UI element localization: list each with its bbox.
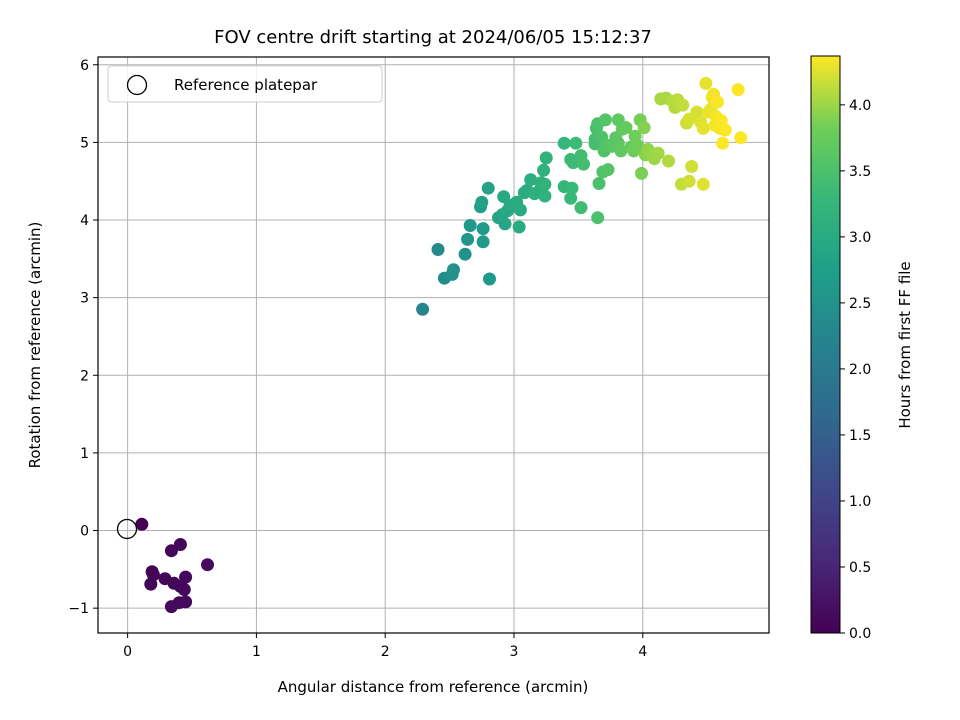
scatter-point — [716, 136, 730, 150]
y-axis-ticks: −1 0 1 2 3 4 5 6 — [68, 58, 98, 617]
scatter-point — [651, 146, 665, 160]
scatter-point — [483, 272, 496, 286]
scatter-point — [498, 217, 512, 231]
scatter-point — [179, 595, 193, 609]
scatter-point — [173, 538, 187, 551]
scatter-point — [637, 121, 651, 135]
x-axis-label: Angular distance from reference (arcmin) — [278, 678, 589, 696]
scatter-point — [513, 203, 527, 217]
x-tick-label: 3 — [510, 644, 519, 660]
y-tick-label: 6 — [80, 58, 89, 74]
scatter-point — [699, 76, 713, 90]
scatter-point — [696, 121, 710, 135]
scatter-point — [731, 83, 745, 97]
scatter-point — [619, 121, 633, 135]
colorbar-tick-label: 1.0 — [849, 494, 871, 510]
scatter-point — [685, 160, 699, 173]
colorbar-tick-label: 0.5 — [849, 560, 871, 576]
scatter-point — [662, 154, 675, 168]
scatter-point — [690, 105, 704, 119]
colorbar — [810, 55, 841, 634]
plot-frame — [97, 56, 770, 634]
x-tick-label: 2 — [381, 644, 390, 660]
y-tick-label: 0 — [80, 524, 89, 540]
y-tick-label: −1 — [68, 601, 89, 617]
colorbar-label: Hours from first FF file — [896, 261, 914, 428]
scatter-point — [135, 517, 149, 531]
x-tick-label: 4 — [638, 644, 647, 660]
scatter-point — [734, 131, 748, 145]
colorbar-tick-label: 0.0 — [849, 626, 871, 642]
scatter-point — [711, 95, 724, 109]
scatter-point — [177, 583, 191, 596]
scatter-point — [461, 232, 475, 246]
legend-box — [107, 65, 383, 103]
scatter-point — [635, 166, 648, 180]
x-tick-label: 0 — [123, 644, 132, 660]
scatter-point — [201, 558, 214, 572]
legend-marker-icon — [126, 74, 148, 96]
scatter-point — [463, 219, 477, 232]
legend-entry-reference: Reference platepar — [174, 76, 318, 94]
colorbar-tick-label: 1.5 — [849, 428, 871, 444]
colorbar-tick-label: 2.0 — [849, 362, 871, 378]
scatter-point — [179, 570, 193, 584]
scatter-point — [592, 177, 606, 190]
scatter-point — [598, 113, 612, 127]
scatter-point — [431, 243, 445, 256]
scatter-point — [557, 136, 571, 150]
scatter-point — [696, 177, 710, 191]
scatter-point — [631, 139, 645, 152]
scatter-point — [539, 151, 553, 165]
scatter-point — [591, 211, 605, 225]
colorbar-tick-label: 3.0 — [849, 230, 871, 246]
scatter-point — [577, 157, 590, 171]
scatter-point — [416, 302, 430, 316]
x-tick-label: 1 — [252, 644, 261, 660]
scatter-point — [481, 181, 495, 195]
scatter-point — [537, 163, 551, 177]
scatter-point — [682, 174, 696, 188]
colorbar-ticks: 0.0 0.5 1.0 1.5 2.0 2.5 3.0 3.5 4.0 — [840, 98, 871, 642]
legend: Reference platepar — [107, 65, 383, 103]
scatter-point — [614, 144, 628, 158]
scatter-points — [135, 76, 748, 614]
scatter-point — [512, 220, 526, 234]
y-tick-label: 1 — [80, 446, 89, 462]
scatter-point — [601, 163, 615, 177]
colorbar-tick-label: 2.5 — [849, 296, 871, 312]
scatter-point — [569, 136, 583, 150]
scatter-point — [447, 263, 460, 277]
scatter-point — [458, 247, 472, 261]
scatter-point — [538, 177, 552, 191]
scatter-point — [524, 173, 538, 187]
reference-point-marker — [116, 518, 138, 540]
scatter-point — [476, 235, 490, 249]
grid — [98, 57, 769, 633]
scatter-point — [574, 201, 588, 215]
scatter-point — [564, 191, 578, 205]
chart-title: FOV centre drift starting at 2024/06/05 … — [214, 27, 652, 48]
scatter-point — [475, 195, 489, 209]
scatter-point — [144, 577, 158, 591]
colorbar-tick-label: 4.0 — [849, 98, 871, 114]
scatter-point — [676, 98, 690, 112]
x-axis-ticks: 0 1 2 3 4 — [123, 633, 647, 660]
colorbar-tick-label: 3.5 — [849, 164, 871, 180]
y-tick-label: 5 — [80, 135, 89, 151]
y-tick-label: 4 — [80, 213, 89, 229]
y-tick-label: 3 — [80, 291, 89, 307]
scatter-point — [476, 222, 490, 236]
scatter-point — [718, 123, 732, 137]
scatter-point — [565, 181, 579, 195]
y-tick-label: 2 — [80, 368, 89, 384]
scatter-point — [538, 189, 552, 203]
y-axis-label: Rotation from reference (arcmin) — [26, 222, 44, 469]
